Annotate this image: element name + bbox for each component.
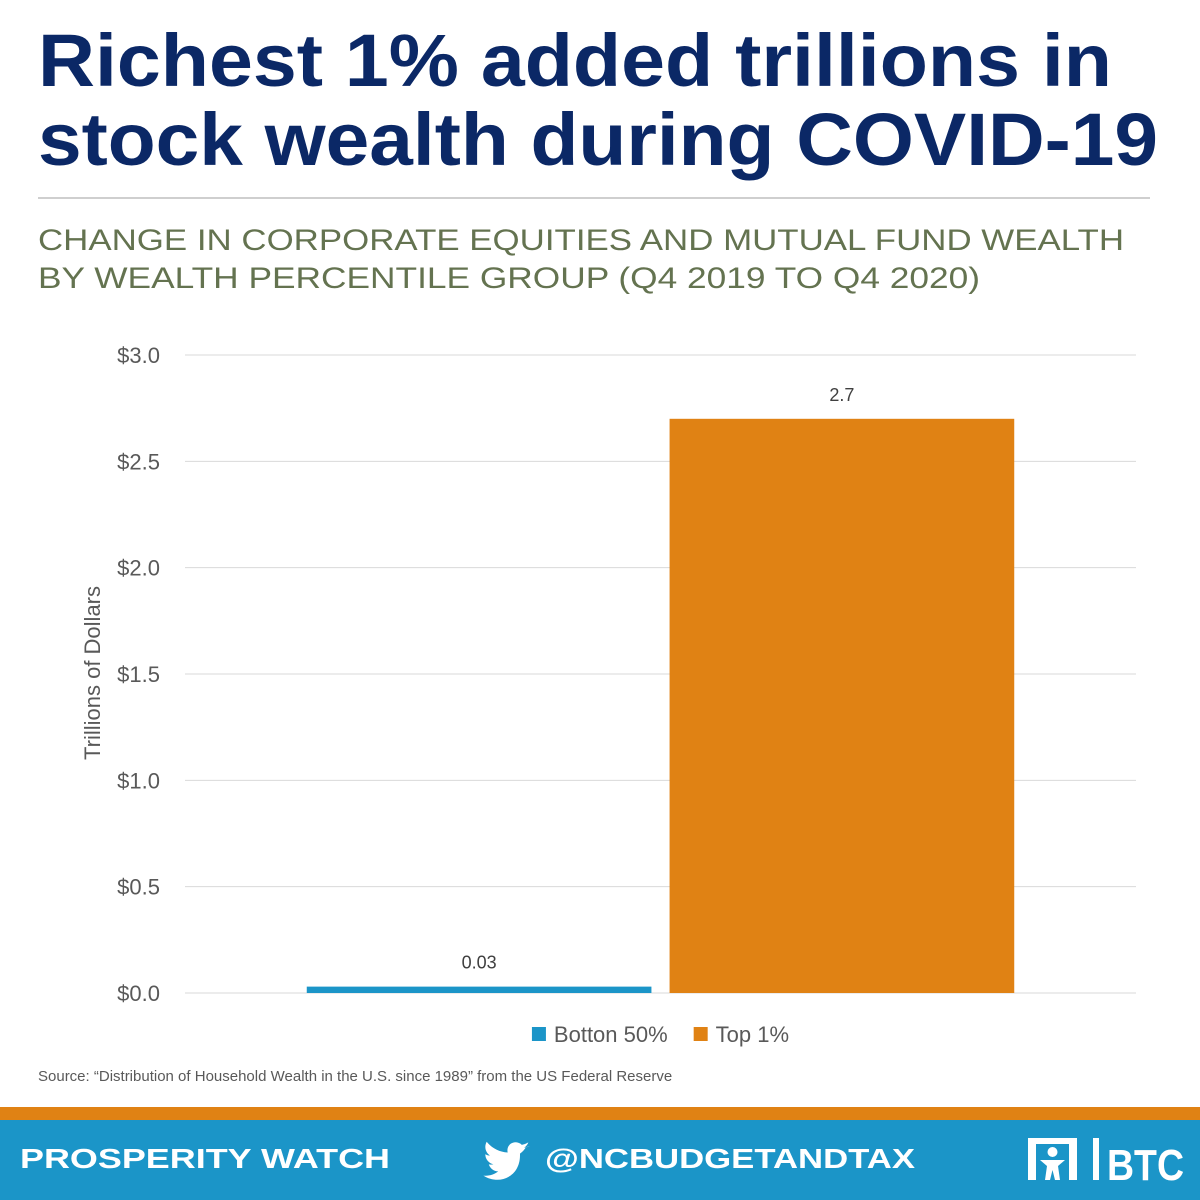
legend-label: Botton 50%: [554, 1022, 668, 1047]
plot: $0.0 $0.5 $1.0 $1.5 $2.0 $2.5 $3.0 0.03 2.7: [117, 343, 1136, 1006]
bar: [669, 418, 1015, 993]
footer-bar: [0, 1120, 1200, 1200]
data-label: 2.7: [829, 385, 854, 405]
logo-divider: [1093, 1138, 1099, 1180]
footer-brand: PROSPERITY WATCH: [20, 1143, 390, 1174]
subtitle-line: BY WEALTH PERCENTILE GROUP (Q4 2019 TO Q…: [38, 262, 980, 295]
y-tick-label: $0.5: [117, 875, 160, 900]
y-tick-label: $2.0: [117, 556, 160, 581]
legend-item: Botton 50%: [531, 1022, 668, 1047]
logo-text: BTC: [1107, 1141, 1184, 1190]
logo-icon: [1028, 1138, 1077, 1180]
legend-swatch: [693, 1027, 708, 1041]
title-line: stock wealth during COVID-19: [38, 98, 1158, 181]
title-line: Richest 1% added trillions in: [38, 19, 1112, 102]
legend-item: Top 1%: [693, 1022, 789, 1047]
legend-label: Top 1%: [716, 1022, 789, 1047]
footer-handle: @NCBUDGETANDTAX: [545, 1143, 915, 1174]
legend: Botton 50% Top 1%: [531, 1022, 789, 1047]
y-axis-label: Trillions of Dollars: [80, 586, 105, 760]
source: Source: “Distribution of Household Wealt…: [38, 1068, 672, 1085]
y-tick-label: $0.0: [117, 981, 160, 1006]
y-tick-label: $1.0: [117, 768, 160, 793]
y-tick-label: $3.0: [117, 343, 160, 368]
data-label: 0.03: [462, 953, 497, 973]
y-tick-label: $2.5: [117, 449, 160, 474]
twitter-icon: [483, 1141, 530, 1180]
y-tick-label: $1.5: [117, 662, 160, 687]
subtitle-line: CHANGE IN CORPORATE EQUITIES AND MUTUAL …: [38, 224, 1124, 257]
bar: [306, 986, 652, 993]
footer-stripe: [0, 1107, 1200, 1120]
legend-swatch: [531, 1027, 546, 1041]
